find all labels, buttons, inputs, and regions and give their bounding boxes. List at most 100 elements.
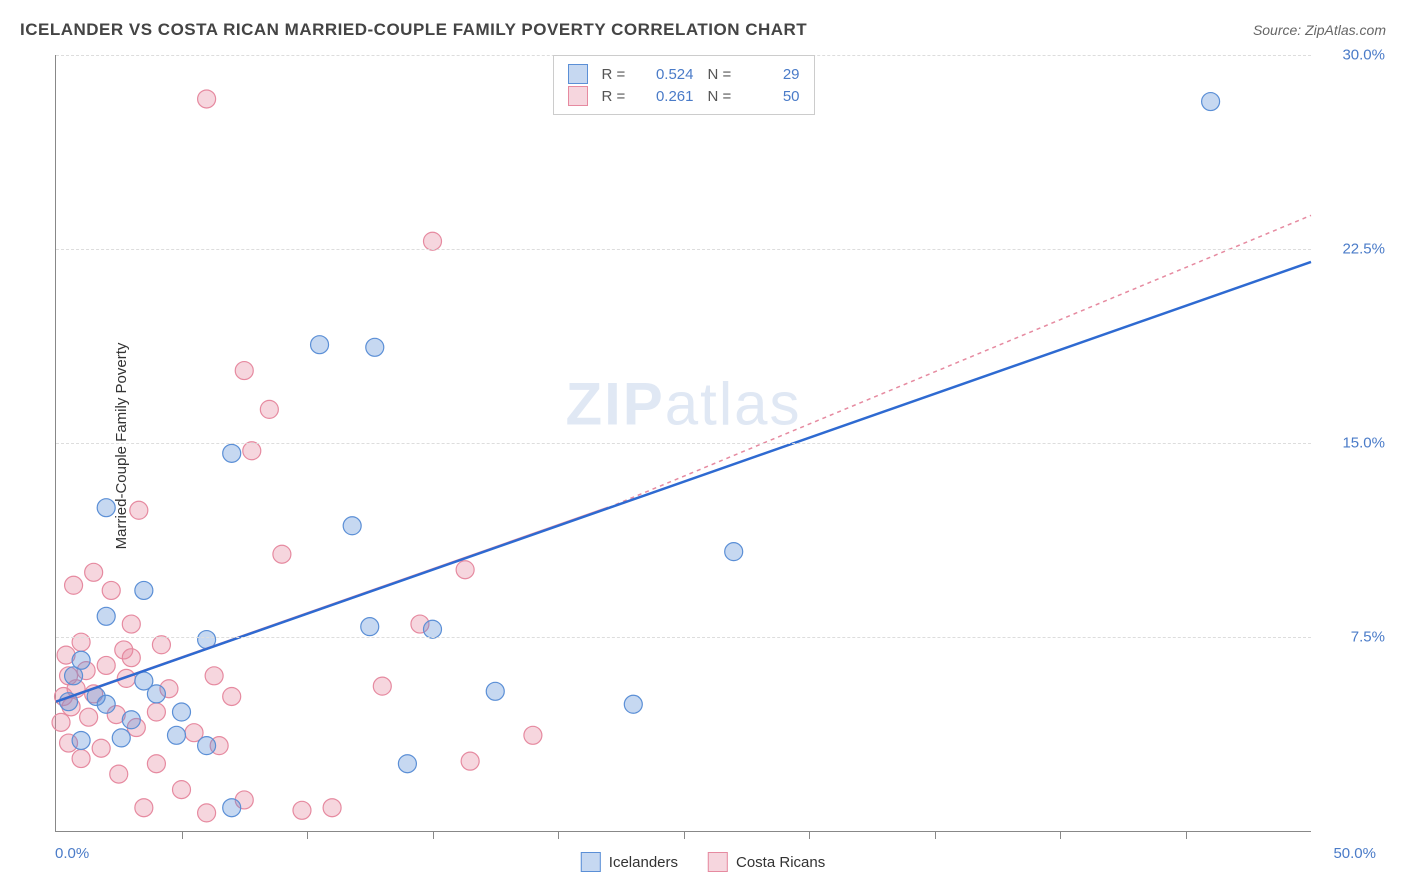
- data-point: [122, 615, 140, 633]
- data-point: [373, 677, 391, 695]
- data-point: [115, 641, 133, 659]
- x-tick: [935, 831, 936, 839]
- data-point: [624, 695, 642, 713]
- legend-r-label: R =: [602, 88, 630, 105]
- legend-label-costaricans: Costa Ricans: [736, 854, 825, 871]
- legend-r-value-1: 0.524: [644, 66, 694, 83]
- x-axis-min-label: 0.0%: [55, 845, 89, 862]
- source-label: Source: ZipAtlas.com: [1253, 22, 1386, 38]
- swatch-costaricans: [708, 852, 728, 872]
- correlation-legend: R = 0.524 N = 29 R = 0.261 N = 50: [553, 55, 815, 115]
- legend-n-label: N =: [708, 66, 736, 83]
- data-point: [486, 682, 504, 700]
- legend-label-icelanders: Icelanders: [609, 854, 678, 871]
- swatch-icelanders: [581, 852, 601, 872]
- data-point: [223, 799, 241, 817]
- data-point: [725, 543, 743, 561]
- data-point: [147, 755, 165, 773]
- data-point: [97, 607, 115, 625]
- legend-r-value-2: 0.261: [644, 88, 694, 105]
- x-tick: [182, 831, 183, 839]
- data-point: [273, 545, 291, 563]
- gridline-h: [56, 249, 1311, 250]
- data-point: [1202, 93, 1220, 111]
- data-point: [424, 620, 442, 638]
- data-point: [112, 729, 130, 747]
- data-point: [135, 799, 153, 817]
- data-point: [52, 713, 70, 731]
- data-point: [198, 737, 216, 755]
- legend-n-label: N =: [708, 88, 736, 105]
- legend-row-icelanders: R = 0.524 N = 29: [568, 64, 800, 84]
- data-point: [65, 576, 83, 594]
- x-axis-max-label: 50.0%: [1333, 845, 1376, 862]
- chart-title: ICELANDER VS COSTA RICAN MARRIED-COUPLE …: [20, 20, 807, 39]
- legend-item-costaricans: Costa Ricans: [708, 852, 825, 872]
- data-point: [167, 726, 185, 744]
- data-point: [72, 731, 90, 749]
- data-point: [130, 501, 148, 519]
- data-point: [198, 90, 216, 108]
- data-point: [293, 801, 311, 819]
- data-point: [323, 799, 341, 817]
- data-point: [122, 711, 140, 729]
- data-point: [102, 581, 120, 599]
- data-point: [424, 232, 442, 250]
- y-tick-label: 15.0%: [1325, 435, 1385, 452]
- x-tick: [1186, 831, 1187, 839]
- legend-n-value-1: 29: [750, 66, 800, 83]
- data-point: [65, 667, 83, 685]
- data-point: [198, 804, 216, 822]
- data-point: [152, 636, 170, 654]
- y-tick-label: 22.5%: [1325, 241, 1385, 258]
- legend-item-icelanders: Icelanders: [581, 852, 678, 872]
- data-point: [366, 338, 384, 356]
- data-point: [72, 633, 90, 651]
- data-point: [97, 695, 115, 713]
- data-point: [456, 561, 474, 579]
- data-point: [524, 726, 542, 744]
- x-tick: [307, 831, 308, 839]
- data-point: [311, 336, 329, 354]
- x-tick: [684, 831, 685, 839]
- data-point: [85, 563, 103, 581]
- gridline-h: [56, 443, 1311, 444]
- data-point: [173, 703, 191, 721]
- data-point: [398, 755, 416, 773]
- trend-line: [608, 215, 1311, 507]
- data-point: [135, 581, 153, 599]
- x-tick: [558, 831, 559, 839]
- data-point: [361, 618, 379, 636]
- data-point: [223, 444, 241, 462]
- x-tick: [809, 831, 810, 839]
- data-point: [135, 672, 153, 690]
- data-point: [97, 656, 115, 674]
- swatch-icelanders: [568, 64, 588, 84]
- y-tick-label: 7.5%: [1325, 629, 1385, 646]
- data-point: [243, 442, 261, 460]
- data-point: [110, 765, 128, 783]
- data-point: [173, 781, 191, 799]
- data-point: [461, 752, 479, 770]
- data-point: [147, 703, 165, 721]
- x-tick: [1060, 831, 1061, 839]
- y-tick-label: 30.0%: [1325, 47, 1385, 64]
- data-point: [92, 739, 110, 757]
- data-point: [260, 400, 278, 418]
- data-point: [223, 687, 241, 705]
- legend-n-value-2: 50: [750, 88, 800, 105]
- swatch-costaricans: [568, 86, 588, 106]
- gridline-h: [56, 637, 1311, 638]
- data-point: [343, 517, 361, 535]
- legend-r-label: R =: [602, 66, 630, 83]
- data-point: [205, 667, 223, 685]
- data-point: [97, 499, 115, 517]
- data-point: [235, 362, 253, 380]
- series-legend: Icelanders Costa Ricans: [581, 852, 825, 872]
- data-point: [80, 708, 98, 726]
- chart-plot-area: R = 0.524 N = 29 R = 0.261 N = 50 ZIPatl…: [55, 55, 1311, 832]
- legend-row-costaricans: R = 0.261 N = 50: [568, 86, 800, 106]
- trend-line: [56, 262, 1311, 702]
- x-tick: [433, 831, 434, 839]
- data-point: [72, 750, 90, 768]
